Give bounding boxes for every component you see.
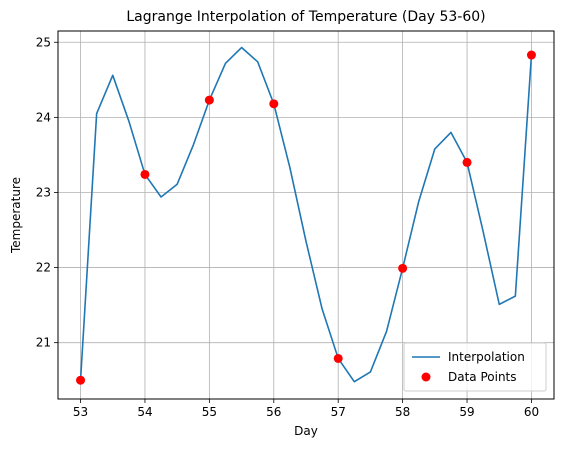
x-tick-label: 53	[73, 405, 88, 419]
x-tick-label: 60	[524, 405, 539, 419]
y-tick-label: 25	[36, 35, 51, 49]
data-point	[398, 263, 408, 273]
y-axis-label: Temperature	[9, 177, 23, 254]
x-tick-label: 54	[137, 405, 152, 419]
data-point	[333, 353, 343, 363]
data-point	[140, 169, 150, 179]
legend-point-swatch	[421, 372, 431, 382]
y-tick-label: 23	[36, 185, 51, 199]
axis-ticks: 53 54 55 56 57 58 59 60 21 22 23 24 25	[36, 35, 539, 419]
legend-box	[403, 342, 547, 392]
x-tick-label: 57	[331, 405, 346, 419]
legend: Interpolation Data Points	[403, 342, 547, 392]
y-tick-label: 24	[36, 110, 51, 124]
y-tick-label: 21	[36, 336, 51, 350]
data-point	[526, 50, 536, 60]
y-tick-label: 22	[36, 261, 51, 275]
axes-frame	[57, 30, 555, 400]
x-tick-label: 55	[202, 405, 217, 419]
grid	[58, 31, 554, 399]
legend-label-interpolation: Interpolation	[448, 350, 525, 364]
legend-label-data-points: Data Points	[448, 370, 517, 384]
data-point	[204, 95, 214, 105]
interpolation-line	[79, 46, 533, 383]
chart-title: Lagrange Interpolation of Temperature (D…	[126, 9, 485, 25]
x-tick-label: 58	[395, 405, 410, 419]
x-axis-label: Day	[294, 424, 318, 438]
data-point	[76, 375, 86, 385]
plot-area	[76, 46, 536, 385]
x-tick-label: 59	[459, 405, 474, 419]
data-point	[462, 157, 472, 167]
data-point	[269, 99, 279, 109]
x-tick-label: 56	[266, 405, 281, 419]
